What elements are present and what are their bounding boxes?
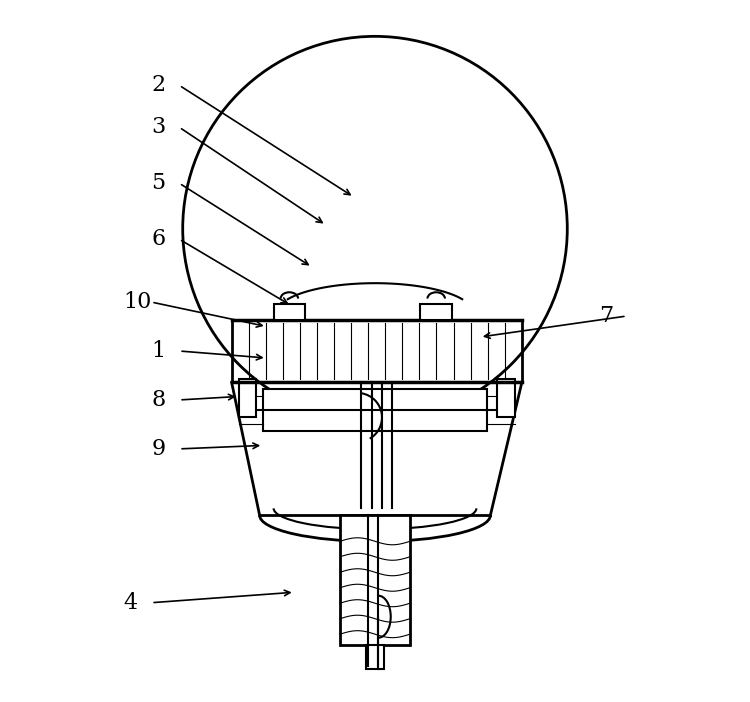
Bar: [421, 304, 452, 319]
Bar: [263, 390, 487, 432]
Bar: [232, 319, 522, 383]
Bar: [366, 644, 384, 669]
Text: 4: 4: [123, 592, 137, 614]
Text: 5: 5: [152, 172, 165, 194]
Text: 10: 10: [123, 291, 152, 313]
Text: 8: 8: [152, 389, 166, 411]
Text: 6: 6: [152, 228, 165, 250]
Text: 7: 7: [598, 305, 613, 327]
Bar: [340, 515, 410, 644]
Bar: [497, 379, 514, 418]
Text: 3: 3: [152, 117, 166, 138]
Text: 1: 1: [152, 340, 165, 362]
Bar: [238, 379, 256, 418]
Bar: [274, 304, 305, 319]
Text: 2: 2: [152, 74, 165, 96]
Text: 9: 9: [152, 438, 165, 460]
